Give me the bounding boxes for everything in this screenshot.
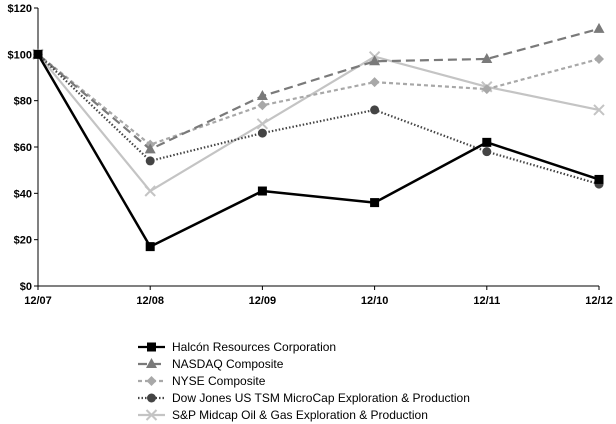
legend-nasdaq-point [146, 358, 157, 368]
legend-halcon-point [147, 342, 156, 352]
sp-midcap-oil-gas-point [593, 104, 605, 116]
nyse-point [257, 100, 268, 111]
halcon-point [257, 186, 267, 196]
y-tick-label: $120 [8, 3, 32, 15]
dow-jones-microcap-point [370, 105, 380, 115]
series-nasdaq [32, 22, 605, 154]
legend-sp-midcap-oil-gas-point [145, 409, 158, 421]
legend-dow-jones-microcap-point [147, 393, 156, 403]
halcon-point [145, 242, 155, 252]
legend-item-sp-midcap-oil-gas: S&P Midcap Oil & Gas Exploration & Produ… [138, 408, 428, 422]
chart-legend: Halcón Resources Corporation NASDAQ Compo… [138, 340, 470, 422]
series-line-nasdaq [37, 27, 600, 151]
nasdaq-point [369, 55, 381, 66]
legend-label: Dow Jones US TSM MicroCap Exploration & … [172, 391, 470, 405]
legend-item-nyse: NYSE Composite [138, 374, 266, 388]
halcon-point [482, 137, 492, 147]
x-tick-label: 12/08 [136, 295, 164, 307]
y-tick-label: $20 [14, 235, 32, 247]
series-line-sp-midcap-oil-gas [37, 53, 600, 193]
legend-item-dow-jones-microcap: Dow Jones US TSM MicroCap Exploration & … [138, 391, 470, 405]
x-tick-label: 12/12 [585, 295, 613, 307]
series-dow-jones-microcap [33, 49, 604, 189]
halcon-point [594, 174, 604, 184]
nasdaq-point [144, 143, 156, 154]
y-tick-label: $100 [8, 49, 32, 61]
x-tick-label: 12/11 [473, 295, 500, 307]
nasdaq-point [256, 90, 268, 101]
series-line-dow-jones-microcap [37, 53, 600, 186]
x-axis-ticks: 12/07 12/08 12/09 12/10 12/11 12/12 [24, 286, 613, 307]
series-line-halcon [36, 53, 600, 248]
series-nyse [33, 49, 604, 150]
halcon-point [370, 198, 380, 208]
legend-label: NYSE Composite [172, 374, 266, 388]
x-tick-label: 12/10 [361, 295, 389, 307]
legend-label: S&P Midcap Oil & Gas Exploration & Produ… [172, 408, 428, 422]
y-tick-label: $80 [14, 96, 32, 108]
y-axis-ticks: $0 $20 $40 $60 $80 $100 $120 [8, 3, 38, 293]
y-tick-label: $40 [14, 188, 32, 200]
sp-midcap-oil-gas-point [144, 185, 156, 197]
y-tick-label: $0 [20, 281, 32, 293]
legend-nyse-point [146, 376, 157, 386]
legend-label: Halcón Resources Corporation [172, 340, 336, 354]
nyse-point [481, 84, 492, 95]
x-tick-label: 12/09 [249, 295, 277, 307]
dow-jones-microcap-point [145, 156, 155, 166]
dow-jones-microcap-point [257, 128, 267, 138]
dow-jones-microcap-point [482, 147, 492, 157]
sp-midcap-oil-gas-point [256, 118, 269, 130]
x-tick-label: 12/07 [24, 295, 52, 307]
nasdaq-point [593, 22, 605, 33]
nyse-point [369, 77, 380, 88]
legend-label: NASDAQ Composite [172, 357, 284, 371]
legend-item-nasdaq: NASDAQ Composite [138, 357, 284, 371]
halcon-point [33, 49, 43, 59]
chart-axes [37, 8, 599, 287]
y-tick-label: $60 [14, 142, 32, 154]
legend-item-halcon: Halcón Resources Corporation [138, 340, 336, 354]
series-halcon [33, 49, 604, 252]
nyse-point [594, 53, 604, 64]
nasdaq-point [481, 52, 493, 63]
series-line-nyse [37, 53, 600, 146]
series-layer [32, 22, 605, 252]
